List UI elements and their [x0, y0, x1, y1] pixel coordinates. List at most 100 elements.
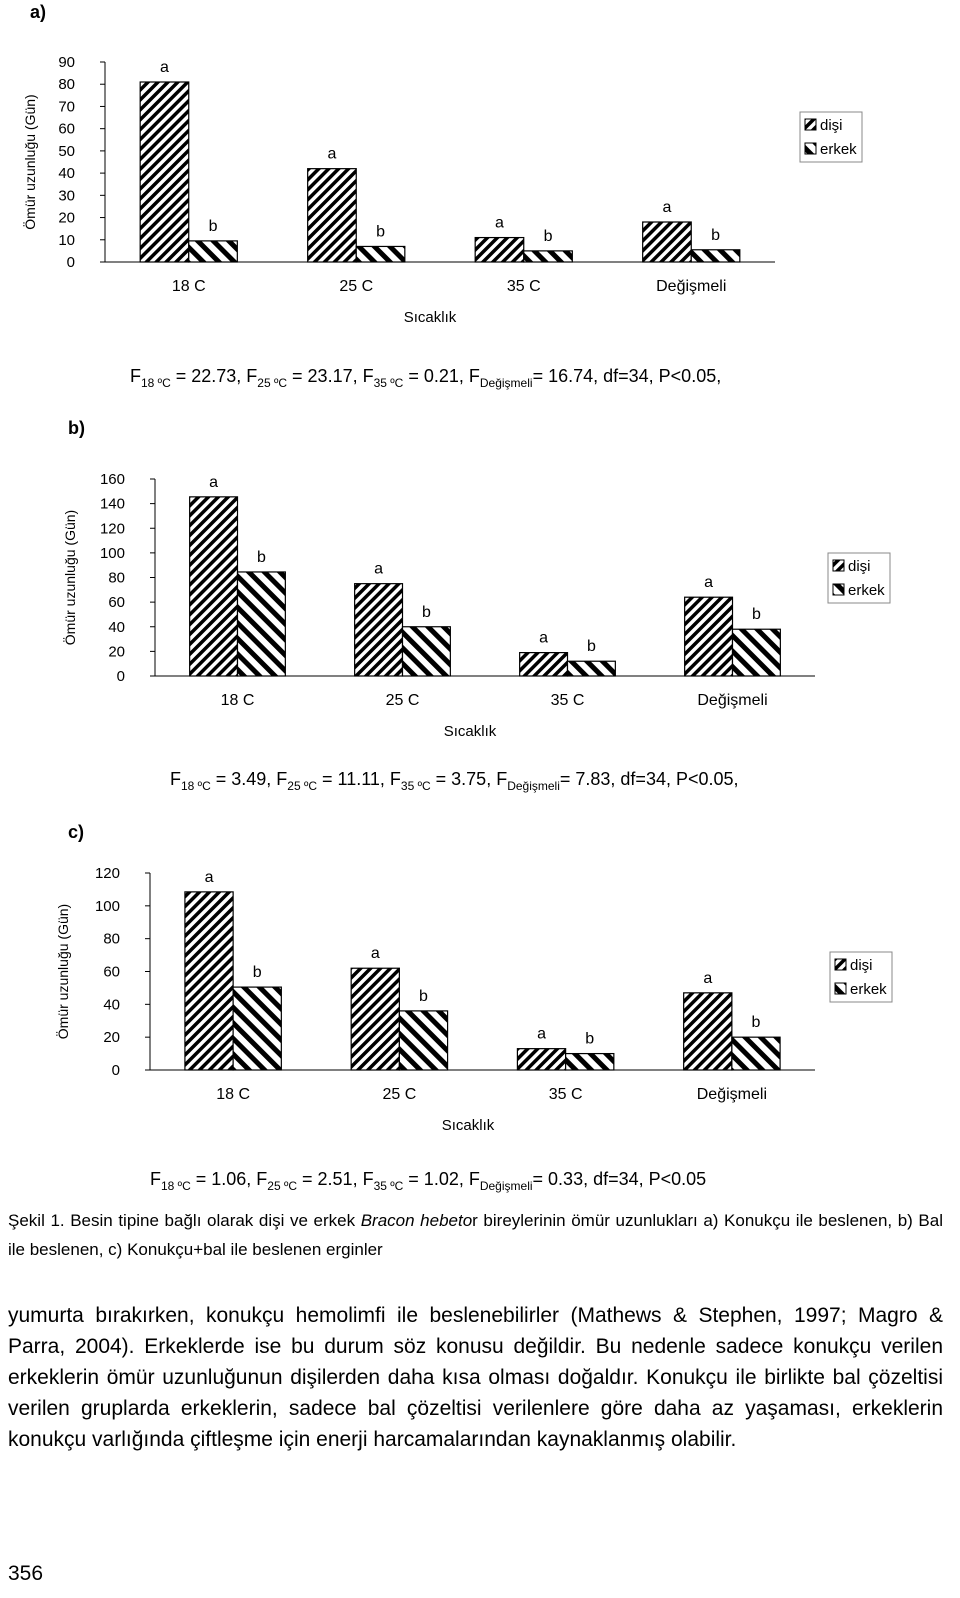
panel-label: c): [68, 822, 84, 842]
bar: [731, 628, 781, 677]
significance-letter: b: [376, 223, 385, 240]
bar: [731, 1036, 781, 1071]
bar: [401, 626, 451, 677]
significance-letter: a: [374, 561, 383, 578]
legend-swatch: [804, 142, 817, 155]
x-axis-label: Sıcaklık: [404, 309, 457, 326]
x-tick-label: 18 C: [221, 692, 255, 709]
statistics-subscript: 25 ºC: [257, 376, 287, 390]
significance-letter: b: [752, 1014, 761, 1031]
caption: Şekil 1. Besin tipine bağlı olarak dişi …: [8, 1206, 943, 1264]
caption-species: Bracon hebeto: [360, 1211, 473, 1230]
bar: [139, 81, 190, 263]
significance-letter: b: [257, 549, 266, 566]
y-tick-label: 160: [100, 471, 125, 488]
significance-letter: b: [419, 988, 428, 1005]
y-tick-label: 80: [108, 570, 125, 587]
bar: [642, 221, 692, 263]
significance-letter: b: [422, 604, 431, 621]
significance-letter: b: [544, 228, 553, 245]
significance-letter: b: [253, 964, 262, 981]
bar: [236, 571, 286, 677]
bar: [683, 992, 733, 1071]
significance-letter: a: [205, 869, 214, 886]
significance-letter: a: [539, 630, 548, 647]
significance-letter: a: [328, 146, 337, 163]
bar: [398, 1010, 449, 1071]
significance-letter: a: [160, 59, 169, 76]
statistics-subscript: 18 ºC: [141, 376, 171, 390]
y-axis-label: Ömür uzunluğu (Gün): [21, 94, 38, 229]
statistics-text: = 22.73, F: [171, 366, 258, 386]
legend-label: dişi: [850, 957, 873, 974]
x-axis-label: Sıcaklık: [442, 1117, 495, 1134]
bar: [184, 891, 234, 1071]
panel-label: a): [30, 2, 46, 22]
legend-swatch: [804, 118, 817, 131]
y-tick-label: 0: [112, 1062, 120, 1079]
y-tick-label: 40: [103, 996, 120, 1013]
statistics-text: = 23.17, F: [287, 366, 374, 386]
y-axis-label: Ömür uzunluğu (Gün): [54, 904, 71, 1039]
bar: [690, 249, 741, 263]
y-tick-label: 0: [67, 254, 75, 271]
caption-text: r bireylerinin ömür uzunlukları a) Konuk…: [8, 1211, 943, 1259]
statistics-text: = 16.74, df=34, P<0.05,: [533, 366, 722, 386]
y-tick-label: 100: [100, 545, 125, 562]
y-tick-label: 10: [58, 232, 75, 249]
statistics: F18 ºC = 1.06, F25 ºC = 2.51, F35 ºC = 1…: [150, 1169, 706, 1193]
bar: [189, 496, 239, 677]
statistics: F18 ºC = 22.73, F25 ºC = 23.17, F35 ºC =…: [130, 366, 721, 390]
bar: [523, 250, 573, 263]
x-tick-label: 35 C: [551, 692, 585, 709]
panel-label: b): [68, 418, 85, 438]
statistics-subscript: 18 ºC: [181, 779, 211, 793]
y-tick-label: 0: [117, 668, 125, 685]
statistics-text: = 0.33, df=34, P<0.05: [533, 1169, 707, 1189]
y-tick-label: 20: [108, 643, 125, 660]
x-tick-label: 35 C: [507, 278, 541, 295]
bar: [516, 1048, 567, 1071]
statistics-subscript: 35 ºC: [401, 779, 431, 793]
statistics-text: = 3.49, F: [211, 769, 288, 789]
paragraph: yumurta bırakırken, konukçu hemolimfi il…: [8, 1304, 943, 1451]
statistics-subscript: 25 ºC: [287, 779, 317, 793]
x-axis-label: Sıcaklık: [444, 723, 497, 740]
y-tick-label: 90: [58, 54, 75, 71]
page-number: 356: [8, 1562, 44, 1585]
x-tick-label: Değişmeli: [697, 692, 767, 709]
x-tick-label: 35 C: [549, 1086, 583, 1103]
y-tick-label: 50: [58, 143, 75, 160]
statistics-text: F: [170, 769, 181, 789]
legend-swatch: [832, 559, 845, 572]
y-tick-label: 80: [58, 76, 75, 93]
significance-letter: b: [209, 218, 218, 235]
significance-letter: b: [587, 638, 596, 655]
statistics-text: = 0.21, F: [403, 366, 480, 386]
significance-letter: a: [703, 970, 712, 987]
statistics-text: F: [150, 1169, 161, 1189]
y-tick-label: 140: [100, 496, 125, 513]
significance-letter: b: [711, 227, 720, 244]
legend-label: erkek: [848, 582, 885, 599]
statistics-text: = 2.51, F: [297, 1169, 374, 1189]
y-tick-label: 60: [58, 121, 75, 138]
statistics-subscript: 25 ºC: [267, 1179, 297, 1193]
bar: [355, 245, 406, 263]
y-tick-label: 40: [108, 619, 125, 636]
caption-text: Şekil 1. Besin tipine bağlı olarak dişi …: [8, 1211, 361, 1230]
y-tick-label: 120: [100, 520, 125, 537]
y-tick-label: 30: [58, 187, 75, 204]
statistics-text: F: [130, 366, 141, 386]
legend-label: dişi: [820, 117, 843, 134]
y-tick-label: 40: [58, 165, 75, 182]
statistics-subscript: 35 ºC: [374, 376, 404, 390]
bar: [565, 1052, 615, 1071]
bar: [684, 596, 734, 677]
y-axis-label: Ömür uzunluğu (Gün): [61, 510, 78, 645]
legend-label: erkek: [850, 981, 887, 998]
x-tick-label: 25 C: [382, 1086, 416, 1103]
statistics-text: = 1.06, F: [191, 1169, 268, 1189]
significance-letter: a: [209, 474, 218, 491]
bar: [232, 986, 282, 1071]
